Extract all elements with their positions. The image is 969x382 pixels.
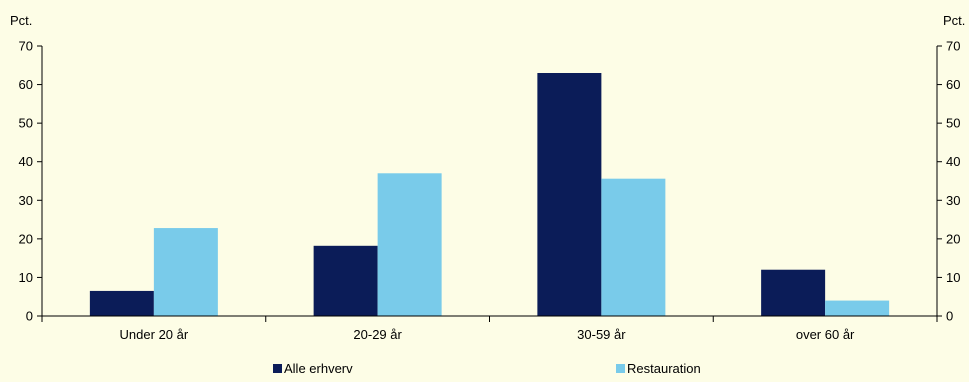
bar bbox=[825, 300, 890, 316]
legend: Alle erhverv Restauration bbox=[273, 361, 701, 376]
legend-swatch bbox=[616, 364, 625, 373]
y-tick-label-left: 30 bbox=[19, 193, 33, 208]
bars-layer bbox=[89, 73, 890, 316]
y-tick-label-left: 0 bbox=[26, 309, 33, 324]
y-axis-left: 0 10 20 30 40 50 60 70 bbox=[19, 39, 43, 324]
y-tick-label-right: 70 bbox=[946, 39, 960, 54]
y-tick-label-left: 40 bbox=[19, 154, 33, 169]
legend-label: Restauration bbox=[627, 361, 701, 376]
bar bbox=[89, 290, 154, 316]
x-tick-label: over 60 år bbox=[796, 327, 855, 342]
y-tick-label-left: 20 bbox=[19, 231, 33, 246]
x-tick-label: 30-59 år bbox=[577, 327, 626, 342]
bar bbox=[313, 245, 378, 316]
bar bbox=[761, 269, 826, 316]
y-tick-label-left: 10 bbox=[19, 270, 33, 285]
bar bbox=[377, 173, 442, 316]
y-tick-label-right: 20 bbox=[946, 231, 960, 246]
legend-swatch bbox=[273, 364, 282, 373]
x-tick-label: 20-29 år bbox=[353, 327, 402, 342]
y-tick-label-left: 60 bbox=[19, 77, 33, 92]
y-tick-label-right: 30 bbox=[946, 193, 960, 208]
bar bbox=[601, 178, 666, 316]
y-tick-label-right: 40 bbox=[946, 154, 960, 169]
y-tick-label-right: 0 bbox=[946, 309, 953, 324]
y-tick-label-left: 50 bbox=[19, 116, 33, 131]
y-axis-unit-left: Pct. bbox=[10, 13, 32, 28]
x-tick-label: Under 20 år bbox=[120, 327, 189, 342]
bar bbox=[537, 73, 602, 316]
bar bbox=[153, 228, 218, 316]
y-axis-unit-right: Pct. bbox=[943, 13, 965, 28]
y-axis-right: 0 10 20 30 40 50 60 70 bbox=[936, 39, 960, 324]
y-tick-label-right: 10 bbox=[946, 270, 960, 285]
y-tick-label-right: 60 bbox=[946, 77, 960, 92]
y-tick-label-left: 70 bbox=[19, 39, 33, 54]
y-tick-label-right: 50 bbox=[946, 116, 960, 131]
legend-label: Alle erhverv bbox=[284, 361, 353, 376]
x-axis: Under 20 år 20-29 år 30-59 år over 60 år bbox=[41, 315, 938, 342]
